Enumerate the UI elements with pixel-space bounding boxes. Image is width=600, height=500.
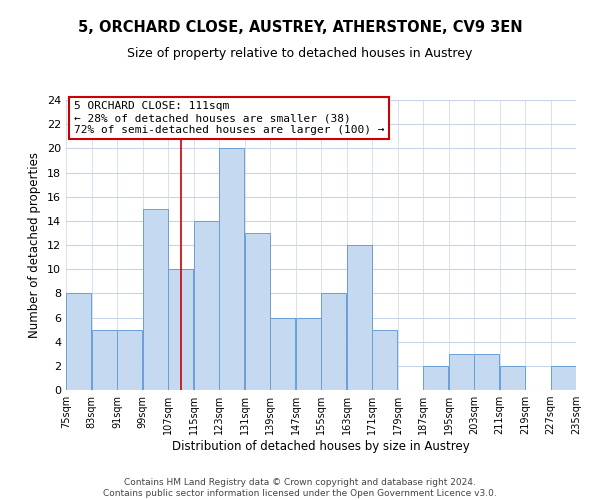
Bar [67,294,91,390]
Bar [271,318,295,390]
Bar [424,366,448,390]
Text: 5, ORCHARD CLOSE, AUSTREY, ATHERSTONE, CV9 3EN: 5, ORCHARD CLOSE, AUSTREY, ATHERSTONE, C… [77,20,523,35]
Bar [296,318,320,390]
Bar [220,148,244,390]
Bar [347,245,371,390]
Text: 5 ORCHARD CLOSE: 111sqm
← 28% of detached houses are smaller (38)
72% of semi-de: 5 ORCHARD CLOSE: 111sqm ← 28% of detache… [74,102,384,134]
Text: Contains HM Land Registry data © Crown copyright and database right 2024.
Contai: Contains HM Land Registry data © Crown c… [103,478,497,498]
X-axis label: Distribution of detached houses by size in Austrey: Distribution of detached houses by size … [172,440,470,453]
Y-axis label: Number of detached properties: Number of detached properties [28,152,41,338]
Bar [92,330,116,390]
Bar [143,209,167,390]
Bar [118,330,142,390]
Text: Size of property relative to detached houses in Austrey: Size of property relative to detached ho… [127,48,473,60]
Bar [449,354,473,390]
Bar [169,269,193,390]
Bar [551,366,575,390]
Bar [373,330,397,390]
Bar [245,233,269,390]
Bar [500,366,524,390]
Bar [194,221,218,390]
Bar [475,354,499,390]
Bar [322,294,346,390]
